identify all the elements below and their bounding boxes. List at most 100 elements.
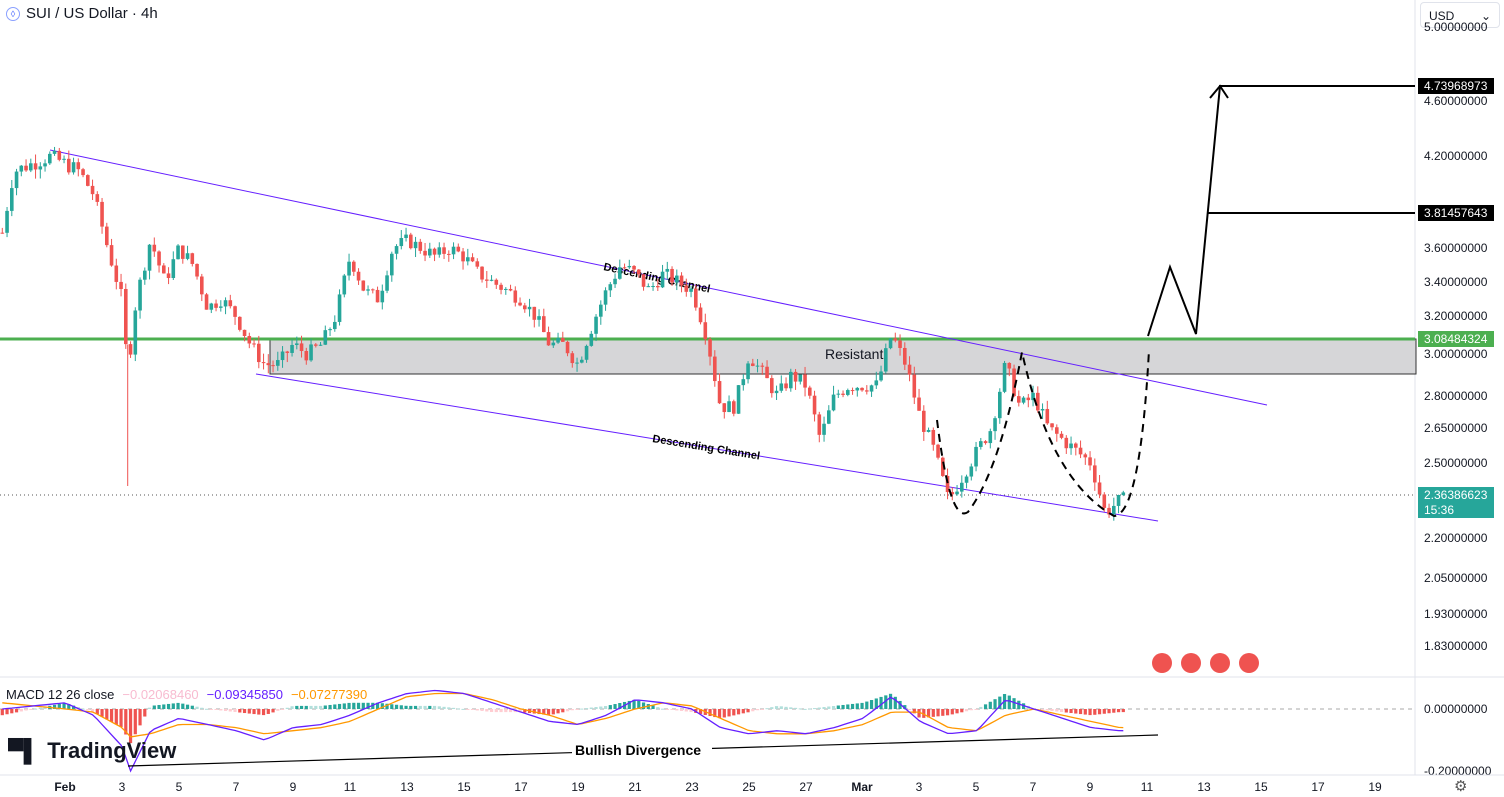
price-tick-label: 3.40000000 bbox=[1424, 275, 1488, 289]
macd-hist-bar bbox=[518, 709, 522, 713]
macd-hist-value: −0.02068460 bbox=[122, 687, 199, 702]
macd-hist-bar bbox=[922, 709, 926, 718]
time-tick-label: 13 bbox=[1197, 780, 1211, 794]
price-axis[interactable]: 5.00000000 4.60000000 4.20000000 3.60000000… bbox=[1424, 20, 1488, 653]
economic-events[interactable] bbox=[1152, 653, 1259, 673]
time-axis[interactable]: Feb 3 5 7 9 11 13 15 17 19 21 23 25 27 Mar 3 5 7 9 11 13 15 17… bbox=[54, 780, 1382, 794]
candle-body bbox=[475, 261, 480, 267]
macd-hist-bar bbox=[86, 709, 90, 711]
macd-hist-bar bbox=[280, 709, 285, 710]
candle-body bbox=[798, 374, 803, 382]
candle-body bbox=[114, 265, 119, 282]
candle-body bbox=[903, 347, 907, 365]
candle-body bbox=[741, 379, 746, 386]
candle-body bbox=[874, 380, 879, 386]
macd-hist-bar bbox=[893, 696, 897, 709]
candle-body bbox=[727, 401, 731, 413]
candle-body bbox=[717, 381, 722, 404]
candle-body bbox=[732, 401, 736, 414]
macd-hist-bar bbox=[437, 706, 441, 709]
candle-body bbox=[694, 288, 698, 308]
macd-hist-bar bbox=[618, 703, 622, 709]
macd-hist-bar bbox=[314, 705, 318, 709]
candle-body bbox=[1026, 397, 1031, 401]
macd-axis-label: -0.20000000 bbox=[1424, 764, 1492, 778]
macd-hist-bar bbox=[660, 708, 665, 710]
macd-legend[interactable]: MACD 12 26 close −0.02068460 −0.09345850… bbox=[6, 687, 367, 702]
price-tick-label: 3.00000000 bbox=[1424, 347, 1488, 361]
tradingview-logo[interactable]: ▀▌ TradingView bbox=[8, 738, 176, 764]
symbol-title[interactable]: ◊ SUI / US Dollar · 4h bbox=[6, 5, 158, 22]
macd-hist-bar bbox=[233, 709, 237, 712]
candle-body bbox=[898, 340, 902, 348]
channel-top-line[interactable] bbox=[49, 149, 1268, 406]
candles bbox=[0, 146, 1126, 521]
candle-body bbox=[589, 333, 594, 346]
candle-body bbox=[195, 263, 199, 277]
macd-hist-bar bbox=[361, 702, 365, 709]
candle-body bbox=[941, 457, 945, 476]
macd-hist-bar bbox=[599, 706, 603, 709]
macd-hist-bar bbox=[551, 709, 555, 715]
macd-hist-bar bbox=[14, 709, 19, 713]
macd-hist-bar bbox=[741, 709, 745, 714]
candle-body bbox=[423, 250, 427, 256]
candle-body bbox=[43, 163, 47, 167]
candle-body bbox=[385, 275, 389, 291]
candle-body bbox=[827, 410, 831, 424]
macd-hist-bar bbox=[1069, 709, 1073, 714]
time-tick-label: 23 bbox=[685, 780, 699, 794]
candle-body bbox=[1031, 392, 1035, 401]
candle-body bbox=[266, 363, 271, 366]
candle-body bbox=[67, 158, 71, 173]
candle-body bbox=[1002, 362, 1007, 392]
us-flag-icon[interactable] bbox=[1181, 653, 1201, 673]
macd-hist-bar bbox=[133, 709, 137, 735]
currency-select[interactable]: USD ⌄ bbox=[1420, 2, 1500, 28]
candle-body bbox=[641, 274, 646, 287]
candle-body bbox=[428, 248, 432, 256]
channel-bottom-line[interactable] bbox=[255, 373, 1159, 522]
candle-body bbox=[342, 275, 347, 295]
macd-hist-bar bbox=[252, 709, 256, 715]
candle-body bbox=[1059, 433, 1064, 438]
candle-body bbox=[1083, 454, 1088, 458]
macd-hist-bar bbox=[24, 709, 28, 711]
macd-hist-bar bbox=[732, 709, 736, 716]
candle-body bbox=[466, 257, 470, 262]
macd-hist-bar bbox=[713, 709, 717, 718]
time-tick-label: 3 bbox=[119, 780, 126, 794]
gear-icon[interactable]: ⚙ bbox=[1454, 778, 1468, 795]
candle-body bbox=[1017, 396, 1021, 403]
candle-body bbox=[888, 338, 893, 349]
us-flag-icon[interactable] bbox=[1239, 653, 1259, 673]
us-flag-icon[interactable] bbox=[1152, 653, 1172, 673]
candle-body bbox=[48, 153, 52, 164]
macd-hist-bar bbox=[1088, 709, 1092, 716]
macd-hist-bar bbox=[456, 708, 460, 710]
candle-body bbox=[456, 246, 461, 252]
sui-logo-icon: ◊ bbox=[6, 6, 20, 21]
time-tick-label: Feb bbox=[54, 780, 75, 794]
channel-bottom-label: Descending Channel bbox=[652, 433, 761, 462]
macd-hist-bar bbox=[366, 702, 370, 709]
macd-hist-bar bbox=[865, 701, 869, 709]
candle-body bbox=[204, 294, 209, 310]
candle-body bbox=[176, 245, 180, 260]
macd-pane[interactable] bbox=[0, 689, 1125, 773]
us-flag-icon[interactable] bbox=[1210, 653, 1230, 673]
macd-value: −0.09345850 bbox=[206, 687, 283, 702]
candle-body bbox=[1069, 443, 1073, 449]
macd-hist-bar bbox=[955, 709, 959, 714]
candle-body bbox=[1107, 507, 1111, 515]
macd-hist-bar bbox=[760, 709, 764, 710]
candle-body bbox=[1007, 362, 1012, 369]
candle-body bbox=[223, 300, 228, 307]
macd-hist-bar bbox=[166, 703, 171, 709]
candle-body bbox=[1097, 482, 1102, 495]
macd-hist-bar bbox=[594, 707, 598, 709]
macd-hist-bar bbox=[1050, 709, 1054, 711]
candle-body bbox=[390, 253, 394, 276]
candle-body bbox=[584, 345, 589, 360]
